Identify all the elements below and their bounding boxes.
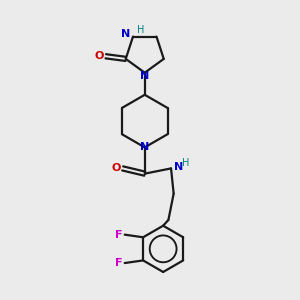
Text: O: O (112, 164, 121, 173)
Text: O: O (94, 51, 104, 61)
Text: H: H (137, 25, 145, 35)
Text: F: F (115, 258, 122, 268)
Text: N: N (140, 71, 149, 81)
Text: N: N (121, 29, 130, 39)
Text: N: N (174, 162, 183, 172)
Text: H: H (182, 158, 189, 168)
Text: F: F (115, 230, 122, 240)
Text: N: N (140, 142, 149, 152)
